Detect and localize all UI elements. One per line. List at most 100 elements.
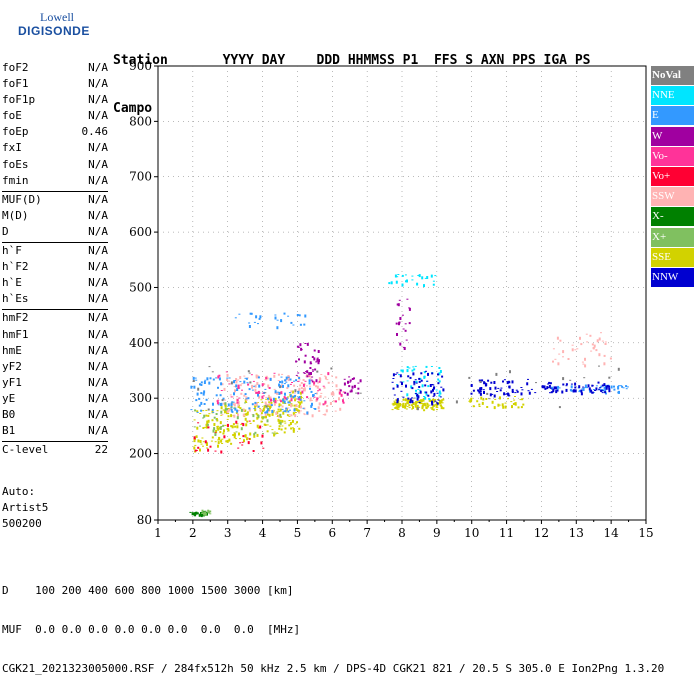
echo-point-sse [422,398,425,402]
header-label-5: P1 [402,53,434,68]
param-value: N/A [88,192,108,206]
echo-point-sse [435,404,438,408]
echo-point-sse [246,438,248,441]
echo-point-sse [406,405,409,407]
echo-point-ssw [290,405,293,408]
echo-point-nnw [608,387,611,390]
echo-point-vo [220,450,223,454]
param-label: B0 [2,407,16,421]
echo-point-sse [205,414,208,417]
echo-point-w [398,322,400,326]
echo-point-sse [396,404,398,406]
echo-point-sse [432,406,435,408]
echo-point-e [582,388,585,391]
echo-point-sse [493,406,496,410]
echo-point-e [287,401,290,404]
legend-item-noval: NoVal [651,66,694,85]
echo-point-w [396,333,398,336]
echo-point-nnw [413,380,416,384]
distance-cell: 400 [88,584,115,597]
echo-point-x [191,512,194,516]
param-label: foEp [2,125,29,139]
param-row-d: D N/A [2,224,108,240]
echo-point-nnw [506,393,509,395]
echo-point-w [405,339,408,341]
echo-point-ssw [286,387,289,389]
echo-point-e [219,394,222,397]
echo-point-sse [219,431,222,434]
echo-point-sse [441,402,444,404]
echo-point-sse [245,402,248,403]
muf-cell: 0.0 [114,623,142,636]
echo-point-e [202,392,205,396]
y-tick-label: 400 [129,336,152,350]
echo-point-sse [207,414,210,417]
echo-point-ssw [287,378,290,382]
echo-point-sse [232,423,235,426]
echo-point-sse [201,437,204,439]
echo-point-sse [436,409,438,411]
echo-point-ssw [267,410,270,413]
echo-point-nnw [601,392,604,394]
echo-point-e [234,407,237,411]
echo-point-sse [237,405,240,408]
echo-point-e [218,377,221,381]
echo-point-w [408,322,411,325]
echo-point-sse [510,401,513,403]
echo-point-noval [359,392,362,394]
echo-point-nnw [554,386,557,390]
param-row-hmf2: hmF2 N/A [2,310,108,326]
echo-point-vo [252,450,255,452]
echo-point-sse [280,428,283,431]
echo-point-sse [426,402,429,404]
echo-point-sse [418,406,421,408]
echo-point-vo [318,380,321,383]
echo-point-e [613,388,616,391]
echo-point-e [308,382,311,385]
echo-point-nnw [511,391,514,393]
echo-point-ssw [256,382,259,385]
echo-point-sse [279,416,282,418]
echo-point-sse [254,408,257,412]
param-row-hes: h`Es N/A [2,291,108,307]
echo-point-sse [517,406,520,409]
echo-point-sse [300,400,303,404]
distance-cell: 1500 [200,584,234,597]
echo-point-ssw [557,362,560,366]
echo-point-sse [296,421,298,424]
echo-point-nnw [419,390,422,394]
echo-point-w [311,356,314,358]
echo-point-ssw [338,397,340,401]
echo-point-sse [502,405,505,409]
echo-point-e [287,410,290,413]
echo-point-sse [226,439,229,443]
echo-point-sse [294,423,297,425]
echo-point-nnw [521,389,524,391]
echo-point-sse [294,396,297,398]
echo-point-sse [397,408,400,410]
echo-point-e [598,388,601,390]
echo-point-vo [236,401,239,404]
echo-point-sse [278,427,281,430]
echo-point-x [204,511,207,513]
echo-point-w [298,358,300,361]
echo-point-w [348,385,351,388]
param-row-md: M(D) N/A [2,208,108,224]
echo-point-sse [226,418,229,420]
echo-point-vo [280,391,283,395]
echo-point-nne [414,365,417,367]
digisonde-logo: Lowell DIGISONDE [4,10,104,42]
echo-point-e [297,390,300,394]
echo-point-nne [418,392,421,394]
echo-point-nne [424,391,427,394]
echo-point-e [200,409,203,412]
echo-point-e [310,404,313,408]
echo-point-vo [194,449,197,452]
echo-point-sse [433,404,435,407]
echo-point-ssw [242,408,245,412]
echo-point-nnw [396,400,399,404]
echo-point-nnw [392,378,395,379]
autoscaling-info: Auto: Artist5 500200 [2,484,48,532]
echo-point-nnw [565,388,568,392]
echo-point-noval [211,371,214,373]
